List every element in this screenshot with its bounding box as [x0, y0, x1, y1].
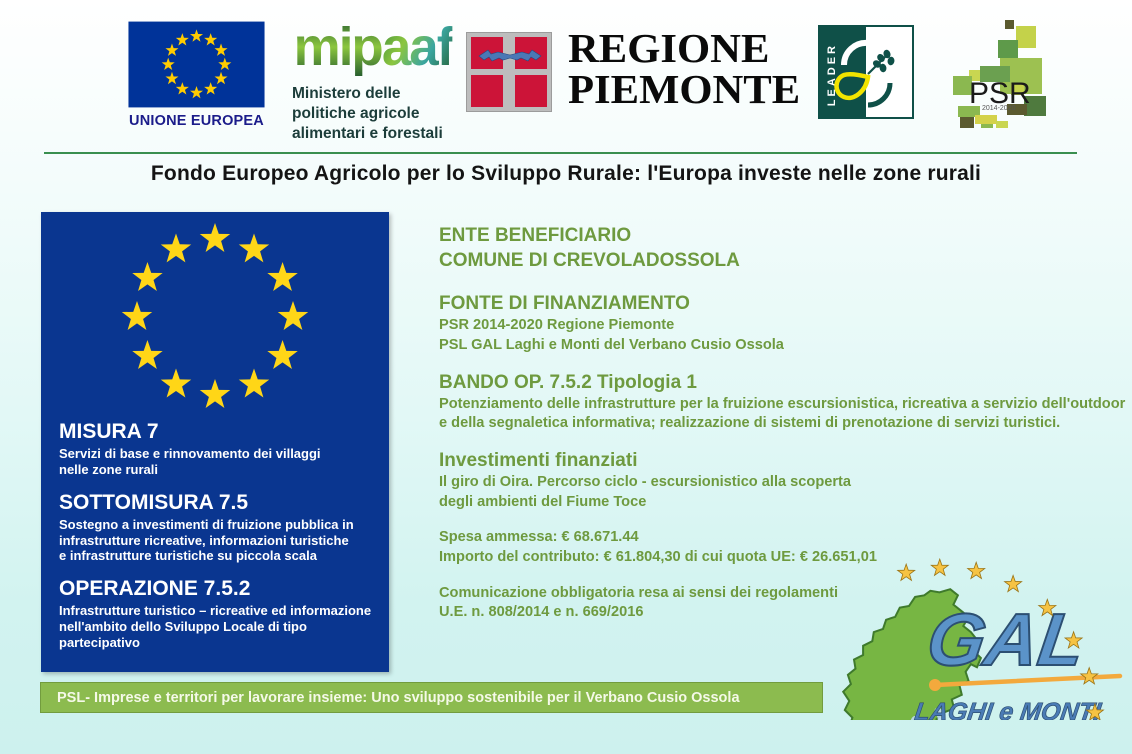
svg-text:GAL: GAL	[922, 598, 1090, 681]
svg-text:LAGHI e MONTI: LAGHI e MONTI	[913, 698, 1104, 720]
svg-text:2014-2020: 2014-2020	[982, 105, 1016, 112]
